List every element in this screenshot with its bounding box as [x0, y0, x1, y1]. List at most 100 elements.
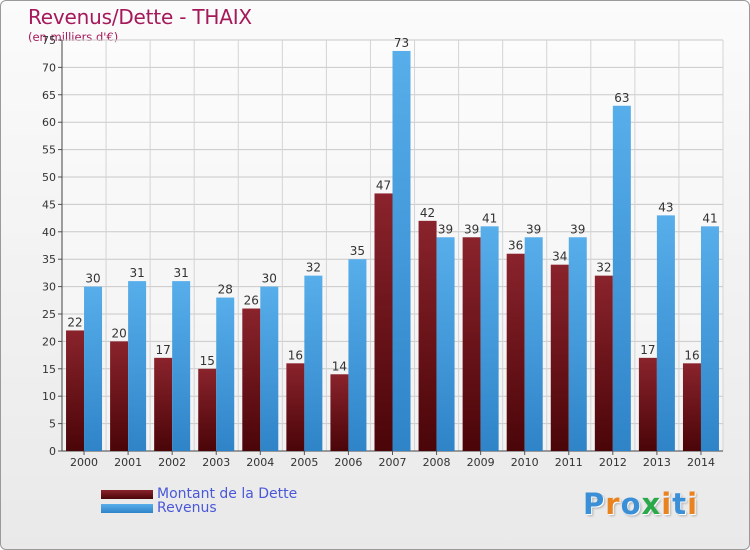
y-tick-label: 55 — [42, 144, 56, 157]
data-label-debt: 14 — [332, 359, 347, 373]
logo-letter: o — [620, 487, 642, 521]
y-tick-label: 5 — [49, 418, 56, 431]
x-tick-label: 2009 — [467, 456, 495, 469]
data-label-debt: 17 — [640, 343, 655, 357]
data-label-revenus: 35 — [350, 244, 365, 258]
data-label-debt: 22 — [67, 315, 82, 329]
y-tick-label: 65 — [42, 89, 56, 102]
bar-revenus — [656, 215, 675, 451]
y-tick-label: 0 — [49, 445, 56, 458]
y-tick-label: 10 — [42, 390, 56, 403]
bar-debt — [418, 220, 437, 451]
data-label-revenus: 31 — [129, 266, 144, 280]
x-tick-label: 2006 — [334, 456, 362, 469]
bar-revenus — [84, 286, 103, 451]
x-tick-label: 2012 — [599, 456, 627, 469]
bar-revenus — [524, 237, 543, 451]
y-tick-label: 70 — [42, 61, 56, 74]
logo-letter: t — [672, 487, 688, 521]
data-label-debt: 17 — [156, 343, 171, 357]
bar-revenus — [480, 226, 499, 451]
logo-letter: i — [661, 487, 673, 521]
bar-debt — [110, 341, 129, 451]
data-label-revenus: 43 — [658, 200, 673, 214]
y-tick-label: 60 — [42, 116, 56, 129]
data-label-revenus: 39 — [526, 222, 541, 236]
x-tick-label: 2013 — [643, 456, 671, 469]
data-label-debt: 16 — [288, 348, 303, 362]
bar-debt — [550, 264, 569, 451]
bar-debt — [374, 193, 393, 451]
data-label-revenus: 31 — [174, 266, 189, 280]
data-label-revenus: 73 — [394, 36, 409, 50]
x-tick-label: 2008 — [423, 456, 451, 469]
bar-revenus — [260, 286, 279, 451]
data-label-debt: 47 — [376, 178, 391, 192]
data-label-debt: 42 — [420, 206, 435, 220]
x-tick-label: 2004 — [246, 456, 274, 469]
bar-debt — [242, 308, 261, 451]
legend-label-revenus: Revenus — [157, 500, 217, 516]
bar-revenus — [348, 259, 367, 451]
bar-revenus — [392, 50, 411, 452]
legend-swatch-revenus — [101, 504, 153, 513]
logo-letter: i — [687, 487, 699, 521]
bar-revenus — [436, 237, 455, 451]
data-label-revenus: 32 — [306, 261, 321, 275]
data-label-revenus: 39 — [570, 222, 585, 236]
bar-revenus — [128, 281, 147, 451]
x-tick-label: 2010 — [511, 456, 539, 469]
bar-layer — [66, 50, 719, 452]
data-label-debt: 26 — [244, 294, 259, 308]
logo-letter: P — [583, 487, 606, 521]
logo-letter: x — [641, 487, 662, 521]
x-tick-label: 2014 — [687, 456, 715, 469]
chart-title: Revenus/Dette - THAIX — [28, 5, 252, 29]
y-tick-label: 20 — [42, 335, 56, 348]
axis-layer: 0 5 10 15 20 25 30 35 40 45 50 55 60 65 70 75 2000 2001 20… — [42, 34, 723, 469]
bar-debt — [594, 275, 613, 451]
data-label-debt: 36 — [508, 239, 523, 253]
bar-debt — [462, 237, 481, 451]
data-label-debt: 39 — [464, 222, 479, 236]
bar-debt — [638, 357, 657, 451]
y-tick-label: 15 — [42, 363, 56, 376]
bar-debt — [682, 363, 701, 451]
x-tick-label: 2000 — [70, 456, 98, 469]
y-tick-label: 30 — [42, 281, 56, 294]
data-label-debt: 34 — [552, 250, 567, 264]
legend-label-debt: Montant de la Dette — [157, 486, 298, 502]
bar-debt — [506, 253, 525, 451]
bar-debt — [330, 374, 349, 451]
y-tick-label: 50 — [42, 171, 56, 184]
data-label-debt: 16 — [684, 348, 699, 362]
bar-debt — [154, 357, 173, 451]
y-tick-label: 75 — [42, 34, 56, 47]
bar-revenus — [568, 237, 587, 451]
x-tick-label: 2001 — [114, 456, 142, 469]
data-label-revenus: 28 — [218, 283, 233, 297]
bar-revenus — [700, 226, 719, 451]
bar-revenus — [612, 105, 631, 451]
y-tick-label: 45 — [42, 198, 56, 211]
y-tick-label: 35 — [42, 253, 56, 266]
bar-debt — [286, 363, 305, 451]
x-tick-label: 2002 — [158, 456, 186, 469]
x-tick-label: 2005 — [290, 456, 318, 469]
data-label-revenus: 41 — [482, 211, 497, 225]
data-label-debt: 32 — [596, 261, 611, 275]
x-tick-label: 2003 — [202, 456, 230, 469]
legend-swatch-debt — [101, 490, 153, 499]
bar-debt — [66, 330, 85, 451]
logo-letter: r — [605, 487, 621, 521]
data-label-debt: 15 — [200, 354, 215, 368]
bar-revenus — [304, 275, 323, 451]
data-label-revenus: 63 — [614, 91, 629, 105]
data-label-revenus: 30 — [85, 272, 100, 286]
y-tick-label: 25 — [42, 308, 56, 321]
bar-revenus — [216, 297, 235, 451]
data-label-revenus: 41 — [702, 211, 717, 225]
data-label-revenus: 30 — [262, 272, 277, 286]
proxiti-logo: Proxiti — [583, 487, 698, 521]
